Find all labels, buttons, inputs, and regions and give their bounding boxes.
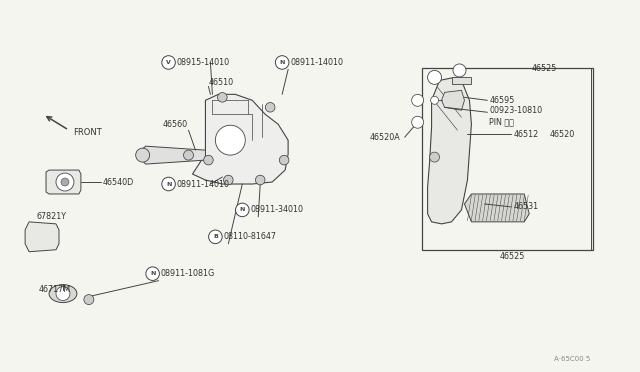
Text: 08915-14010: 08915-14010 (177, 58, 230, 67)
Text: B: B (213, 234, 218, 239)
Circle shape (275, 56, 289, 69)
Text: 08911-34010: 08911-34010 (250, 205, 303, 214)
Polygon shape (193, 94, 288, 184)
Circle shape (209, 230, 222, 244)
Text: 08911-14010: 08911-14010 (290, 58, 343, 67)
Circle shape (184, 150, 193, 160)
Polygon shape (442, 90, 465, 110)
Text: 46525: 46525 (499, 252, 525, 261)
Circle shape (223, 175, 233, 185)
Circle shape (216, 125, 245, 155)
Circle shape (218, 93, 227, 102)
Text: N: N (150, 271, 156, 276)
Text: 00923-10810: 00923-10810 (490, 106, 543, 115)
Circle shape (61, 178, 69, 186)
Circle shape (279, 155, 289, 165)
Polygon shape (451, 77, 472, 84)
Text: 08911-14010: 08911-14010 (177, 180, 230, 189)
Circle shape (453, 64, 466, 77)
Text: PIN ピン: PIN ピン (490, 118, 515, 127)
Text: 46717M: 46717M (39, 285, 71, 294)
Circle shape (204, 155, 213, 165)
Polygon shape (139, 146, 205, 164)
Circle shape (429, 152, 440, 162)
Text: 46531: 46531 (513, 202, 538, 211)
Text: 46520A: 46520A (370, 133, 401, 142)
Text: 46560: 46560 (163, 120, 188, 129)
Text: A·65C00 5: A·65C00 5 (554, 356, 590, 362)
Circle shape (255, 175, 265, 185)
Circle shape (84, 295, 94, 305)
Circle shape (412, 94, 424, 106)
Text: 67821Y: 67821Y (36, 212, 66, 221)
Text: 46540D: 46540D (103, 177, 134, 186)
Text: 46520: 46520 (549, 130, 574, 139)
Circle shape (428, 70, 442, 84)
Circle shape (162, 177, 175, 191)
Text: 08911-1081G: 08911-1081G (161, 269, 215, 278)
Circle shape (136, 148, 150, 162)
Polygon shape (465, 194, 529, 222)
Circle shape (266, 103, 275, 112)
Circle shape (56, 173, 74, 191)
Circle shape (162, 56, 175, 69)
Ellipse shape (49, 285, 77, 302)
Text: 46512: 46512 (513, 130, 538, 139)
Text: 46525: 46525 (531, 64, 557, 73)
Text: N: N (166, 182, 172, 186)
Circle shape (146, 267, 159, 280)
Text: 46510: 46510 (209, 78, 234, 87)
Text: 08110-81647: 08110-81647 (223, 232, 276, 241)
Text: FRONT: FRONT (73, 128, 102, 137)
Text: 46595: 46595 (490, 96, 515, 105)
Polygon shape (46, 170, 81, 194)
Circle shape (236, 203, 249, 217)
Text: V: V (166, 60, 171, 65)
Circle shape (56, 286, 70, 301)
Text: N: N (239, 208, 245, 212)
Circle shape (431, 96, 438, 104)
Polygon shape (25, 222, 59, 252)
Circle shape (412, 116, 424, 128)
Text: N: N (280, 60, 285, 65)
Bar (422, 68, 593, 250)
Polygon shape (428, 77, 472, 224)
